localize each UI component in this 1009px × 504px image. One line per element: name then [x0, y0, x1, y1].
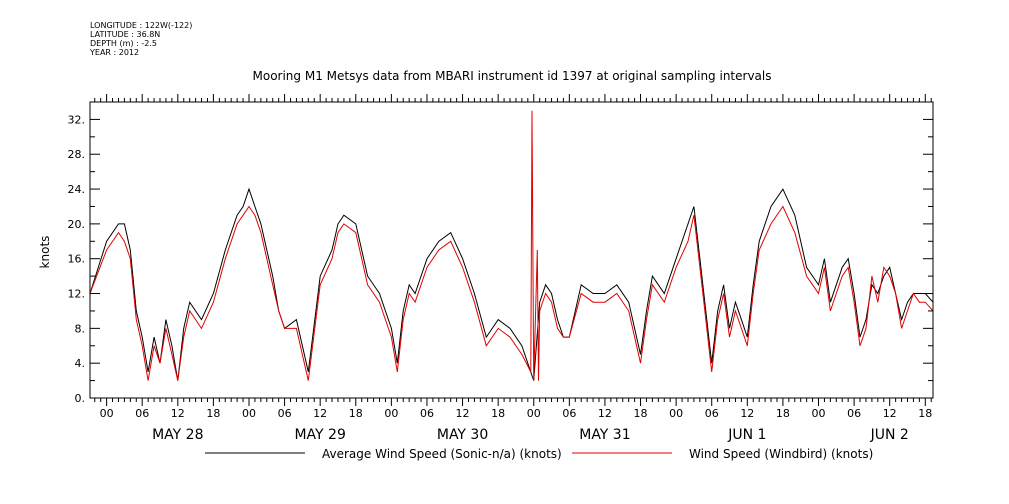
x-tick-label: 12 — [171, 407, 185, 420]
legend-label-windbird-wind-speed: Wind Speed (Windbird) (knots) — [689, 447, 873, 461]
x-tick-label: 00 — [242, 407, 256, 420]
meta-year: YEAR : 2012 — [90, 48, 140, 57]
x-tick-label: 00 — [669, 407, 683, 420]
meta-latitude: LATITUDE : 36.8N — [90, 30, 161, 39]
legend: Average Wind Speed (Sonic-n/a) (knots) W… — [205, 447, 873, 461]
x-tick-label: 12 — [598, 407, 612, 420]
ticks-layer — [90, 94, 933, 406]
y-tick-label: 32. — [68, 113, 86, 126]
series-line-average-wind-speed — [89, 187, 934, 381]
y-tick-label: 20. — [68, 218, 86, 231]
meta-longitude: LONGITUDE : 122W(-122) — [90, 21, 193, 30]
plot-frame — [89, 101, 934, 399]
y-tick-label: 12. — [68, 288, 86, 301]
x-tick-label: 18 — [634, 407, 648, 420]
y-tick-label: 16. — [68, 253, 86, 266]
x-tick-label: 18 — [206, 407, 220, 420]
x-tick-label: 00 — [384, 407, 398, 420]
x-day-label: MAY 28 — [152, 427, 203, 443]
x-day-label: MAY 29 — [294, 427, 345, 443]
labels-layer: 0. 4. 8. 12. 16. 20. 24. 28. 32. 00 06 12 18 00 06 12 18… — [68, 113, 933, 443]
series-layer — [89, 110, 934, 381]
x-tick-label: 12 — [456, 407, 470, 420]
x-tick-label: 18 — [491, 407, 505, 420]
y-tick-label: 28. — [68, 148, 86, 161]
y-tick-label: 24. — [68, 183, 86, 196]
x-tick-label: 12 — [883, 407, 897, 420]
chart-title: Mooring M1 Metsys data from MBARI instru… — [253, 69, 772, 83]
y-axis-label: knots — [38, 236, 52, 269]
x-day-label: MAY 31 — [579, 427, 630, 443]
x-tick-label: 06 — [562, 407, 576, 420]
x-tick-label: 18 — [776, 407, 790, 420]
x-tick-label: 06 — [278, 407, 292, 420]
x-tick-label: 00 — [100, 407, 114, 420]
x-tick-label: 12 — [740, 407, 754, 420]
series-line-windbird-wind-speed — [89, 110, 934, 381]
x-day-label: MAY 30 — [437, 427, 488, 443]
y-tick-label: 0. — [75, 392, 86, 405]
meta-depth: DEPTH (m) : -2.5 — [90, 39, 157, 48]
y-tick-label: 8. — [75, 322, 86, 335]
x-tick-label: 18 — [918, 407, 932, 420]
x-tick-label: 06 — [847, 407, 861, 420]
x-tick-label: 00 — [527, 407, 541, 420]
x-tick-label: 06 — [420, 407, 434, 420]
y-tick-label: 4. — [75, 357, 86, 370]
x-tick-label: 06 — [135, 407, 149, 420]
x-day-label: JUN 2 — [870, 427, 909, 443]
x-tick-label: 00 — [812, 407, 826, 420]
x-day-label: JUN 1 — [727, 427, 766, 443]
legend-label-average-wind-speed: Average Wind Speed (Sonic-n/a) (knots) — [322, 447, 562, 461]
x-tick-label: 12 — [313, 407, 327, 420]
x-tick-label: 06 — [705, 407, 719, 420]
x-tick-label: 18 — [349, 407, 363, 420]
